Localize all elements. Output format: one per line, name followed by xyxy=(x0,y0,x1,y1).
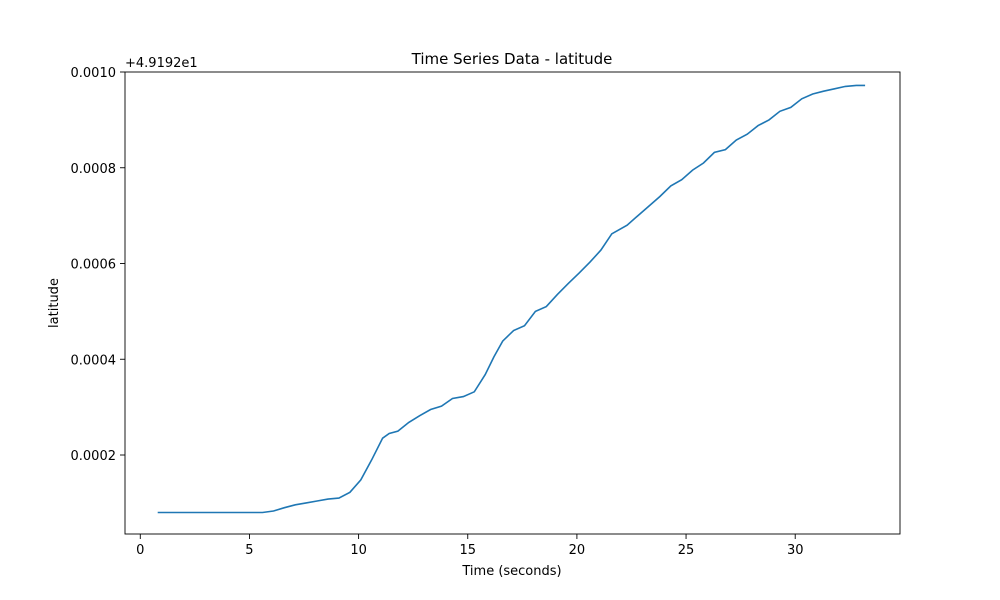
x-tick-label: 0 xyxy=(136,543,144,558)
y-axis-label: latitude xyxy=(47,278,62,328)
x-tick-label: 5 xyxy=(245,543,253,558)
y-tick-label: 0.0004 xyxy=(71,353,117,368)
plot-area xyxy=(125,72,900,534)
x-tick-label: 15 xyxy=(459,543,476,558)
y-tick-label: 0.0002 xyxy=(71,449,117,464)
y-tick-label: 0.0008 xyxy=(71,162,117,177)
x-tick-label: 30 xyxy=(787,543,804,558)
chart-title: Time Series Data - latitude xyxy=(411,50,613,68)
plot-frame xyxy=(124,71,901,535)
x-tick-label: 25 xyxy=(678,543,695,558)
y-axis-ticks: 0.0002 0.0004 0.0006 0.0008 0.0010 xyxy=(71,66,125,464)
y-tick-label: 0.0006 xyxy=(71,258,117,273)
x-axis-ticks: 0 5 10 15 20 25 30 xyxy=(136,534,803,558)
x-axis-label: Time (seconds) xyxy=(461,564,561,579)
y-tick-label: 0.0010 xyxy=(71,66,117,81)
x-tick-label: 20 xyxy=(569,543,586,558)
y-axis-offset-label: +4.9192e1 xyxy=(125,56,198,71)
series-line-latitude xyxy=(157,84,866,514)
x-tick-label: 10 xyxy=(350,543,367,558)
